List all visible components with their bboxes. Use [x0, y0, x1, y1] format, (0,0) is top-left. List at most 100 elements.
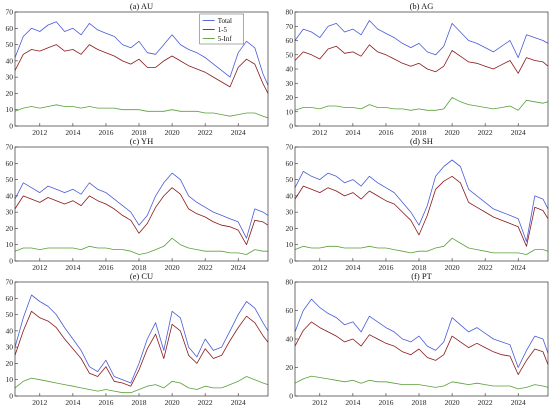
panel-6-series-1-line: [294, 298, 549, 368]
panel-5-series-2-line: [14, 310, 269, 387]
panel-6-xtick-label-6: 2024: [511, 398, 526, 407]
panel-1-ytick-label-3: 30: [6, 73, 14, 82]
panel-5-xtick-label-5: 2022: [198, 398, 213, 407]
panel-5-title: (e) CU: [130, 271, 153, 281]
panel-1-legend-label-1: Total: [218, 17, 232, 25]
panel-4-series-3-line: [294, 237, 549, 255]
panel-3-ytick-label-7: 70: [6, 143, 14, 152]
panel-1-xtick-label-0: 2012: [32, 128, 47, 137]
panel-4-xtick-label-2: 2016: [378, 263, 393, 272]
panel-2-series-1-line: [294, 20, 549, 58]
panel-4-ytick-label-4: 40: [286, 191, 294, 200]
panel-4-xtick-label-4: 2020: [445, 263, 460, 272]
panel-6-ytick-label-3: 60: [286, 306, 294, 315]
panel-6-series-3-line: [294, 375, 549, 390]
panel-2-xtick-label-0: 2012: [312, 128, 327, 137]
panel-4-title: (d) SH: [410, 136, 433, 146]
panel-2-ytick-label-7: 70: [286, 22, 294, 31]
panel-4-xtick-label-6: 2024: [511, 263, 526, 272]
panel-1-series-1-line: [14, 21, 269, 86]
panel-3-ytick-label-5: 50: [6, 175, 14, 184]
panel-5-xtick-label-0: 2012: [32, 398, 47, 407]
panel-5-series-3-line: [14, 376, 269, 394]
panel-5-ytick-label-5: 50: [6, 310, 14, 319]
panel-1-xtick-label-2: 2016: [98, 128, 113, 137]
panel-3-ytick-label-0: 0: [9, 257, 13, 266]
panel-6-xtick-label-5: 2022: [478, 398, 493, 407]
panel-1-ytick-label-0: 0: [9, 122, 13, 131]
panel-5-xtick-label-4: 2020: [165, 398, 180, 407]
panel-3-xtick-label-0: 2012: [32, 263, 47, 272]
panel-4-xtick-label-1: 2014: [345, 263, 360, 272]
panel-6-ytick-label-2: 40: [286, 335, 294, 344]
panel-5-ytick-label-6: 60: [6, 294, 14, 303]
panel-4-xtick-label-5: 2022: [478, 263, 493, 272]
panel-6-xtick-label-0: 2012: [312, 398, 327, 407]
panel-4-xtick-label-3: 2018: [412, 263, 427, 272]
panel-5-xtick-label-6: 2024: [231, 398, 246, 407]
panel-5-ytick-label-7: 70: [6, 278, 14, 287]
panel-1-ytick-label-5: 50: [6, 40, 14, 49]
panel-4-ytick-label-0: 0: [289, 257, 293, 266]
panel-2-xtick-label-3: 2018: [412, 128, 427, 137]
panel-2-ytick-label-6: 60: [286, 36, 294, 45]
panel-3-xtick-label-3: 2018: [132, 263, 147, 272]
panel-4-ytick-label-3: 30: [286, 208, 294, 217]
panel-2-series-2-line: [294, 44, 549, 74]
panel-1-xtick-label-6: 2024: [231, 128, 246, 137]
panel-5-frame: [14, 281, 269, 397]
panel-1-title: (a) AU: [130, 1, 153, 11]
panel-2-series-3-line: [294, 97, 549, 111]
panel-1-series-3-line: [14, 104, 269, 119]
panel-6-ytick-label-1: 20: [286, 363, 294, 372]
panel-3-series-3-line: [14, 237, 268, 255]
panel-1-xtick-label-4: 2020: [165, 128, 180, 137]
panel-2-xtick-label-4: 2020: [445, 128, 460, 137]
panel-5-ytick-label-1: 10: [6, 375, 14, 384]
panel-3-xtick-label-2: 2016: [98, 263, 113, 272]
panel-2-ytick-label-3: 30: [286, 79, 294, 88]
panel-4-frame: [294, 146, 549, 262]
panel-3-title: (c) YH: [130, 136, 154, 146]
panel-2-ytick-label-8: 80: [286, 8, 294, 17]
panel-3-xtick-label-6: 2024: [231, 263, 246, 272]
panel-1-ytick-label-2: 20: [6, 89, 14, 98]
panel-2-ytick-label-5: 50: [286, 50, 294, 59]
panel-4-xtick-label-0: 2012: [312, 263, 327, 272]
panel-5-ytick-label-0: 0: [9, 392, 13, 401]
panel-3-ytick-label-2: 20: [6, 224, 14, 233]
panel-3-series-1-line: [14, 172, 269, 239]
panel-6-ytick-label-4: 80: [286, 278, 294, 287]
panel-5-xtick-label-2: 2016: [98, 398, 113, 407]
panel-1-ytick-label-6: 60: [6, 24, 14, 33]
panel-5-xtick-label-3: 2018: [132, 398, 147, 407]
panel-2-ytick-label-2: 20: [286, 93, 294, 102]
panel-2-title: (b) AG: [410, 1, 434, 11]
panel-2-xtick-label-1: 2014: [345, 128, 360, 137]
panel-3-ytick-label-6: 60: [6, 159, 14, 168]
panel-3-ytick-label-3: 30: [6, 208, 14, 217]
panel-2-ytick-label-0: 0: [289, 122, 293, 131]
panel-6-xtick-label-3: 2018: [412, 398, 427, 407]
panel-1-xtick-label-5: 2022: [198, 128, 213, 137]
panel-6-xtick-label-2: 2016: [378, 398, 393, 407]
panel-3-ytick-label-1: 10: [6, 240, 14, 249]
panel-5-ytick-label-2: 20: [6, 359, 14, 368]
panel-5-xtick-label-1: 2014: [65, 398, 80, 407]
panel-2-xtick-label-5: 2022: [478, 128, 493, 137]
panel-6-xtick-label-1: 2014: [345, 398, 360, 407]
panel-1-ytick-label-1: 10: [6, 105, 14, 114]
panel-2-xtick-label-2: 2016: [378, 128, 393, 137]
panel-6-title: (f) PT: [411, 271, 432, 281]
panel-4-ytick-label-2: 20: [286, 224, 294, 233]
panel-1-xtick-label-3: 2018: [132, 128, 147, 137]
panel-1-legend-label-2: 1-5: [218, 26, 228, 34]
panel-3-ytick-label-4: 40: [6, 191, 14, 200]
panel-3-xtick-label-5: 2022: [198, 263, 213, 272]
panel-5-series-1-line: [14, 294, 269, 384]
panel-4-series-1-line: [294, 159, 549, 242]
panel-1-series-2-line: [14, 44, 269, 94]
panel-6-ytick-label-0: 0: [289, 392, 293, 401]
panel-5-ytick-label-3: 30: [6, 343, 14, 352]
